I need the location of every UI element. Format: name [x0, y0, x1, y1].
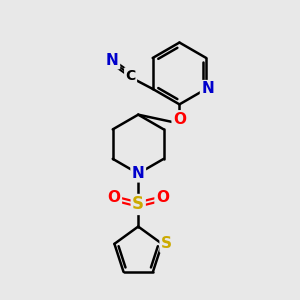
Text: C: C — [125, 69, 136, 83]
Text: S: S — [132, 196, 144, 214]
Text: N: N — [201, 81, 214, 96]
Text: O: O — [173, 112, 186, 127]
Text: N: N — [106, 53, 119, 68]
Text: S: S — [161, 236, 172, 251]
Text: O: O — [108, 190, 121, 205]
Text: N: N — [132, 166, 145, 181]
Text: O: O — [156, 190, 169, 205]
